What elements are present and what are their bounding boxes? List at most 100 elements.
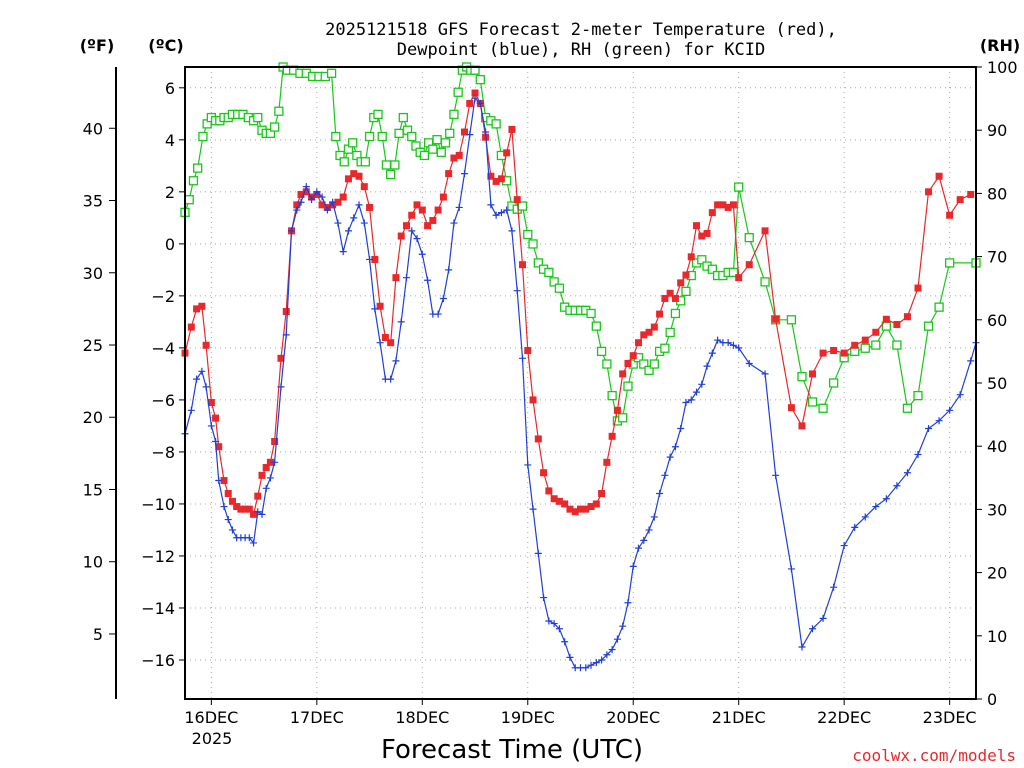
temperature-marker: [376, 302, 384, 310]
dewpoint-marker: [344, 227, 352, 235]
dewpoint-marker: [297, 198, 305, 206]
temperature-marker: [439, 193, 447, 201]
temperature-marker: [371, 255, 379, 263]
celsius-tick-label: −4: [151, 339, 175, 358]
dewpoint-marker: [608, 646, 616, 654]
temperature-marker: [187, 323, 195, 331]
dewpoint-marker: [677, 425, 685, 433]
celsius-tick-label: −8: [151, 443, 175, 462]
time-tick-label: 16DEC: [184, 708, 238, 727]
temperature-marker: [293, 201, 301, 209]
rh-marker: [523, 229, 533, 240]
dewpoint-marker: [308, 196, 316, 204]
celsius-axis: 6 4 2 0 −2 −4 −6 −8 −10 −12 −14 −16: [141, 79, 185, 670]
celsius-tick-label: −10: [141, 495, 175, 514]
dewpoint-marker: [513, 287, 521, 295]
temperature-marker: [872, 328, 880, 336]
dewpoint-marker: [708, 349, 716, 357]
dewpoint-marker: [666, 453, 674, 461]
temperature-marker: [703, 229, 711, 237]
rh-marker: [475, 74, 485, 85]
dewpoint-marker: [714, 336, 722, 344]
dewpoint-marker: [215, 477, 223, 485]
dewpoint-marker: [592, 659, 600, 667]
rh-series: [180, 62, 981, 426]
rh-marker: [528, 239, 538, 249]
dewpoint-marker: [582, 664, 590, 672]
dewpoint-marker: [603, 651, 611, 659]
temperature-marker: [666, 289, 674, 297]
rh-marker: [871, 340, 881, 350]
rh-marker: [386, 169, 396, 180]
dewpoint-marker: [724, 339, 732, 347]
dewpoint-marker: [566, 653, 574, 661]
dewpoint-marker: [819, 614, 827, 622]
series-group: [180, 62, 981, 672]
temperature-marker: [434, 206, 442, 214]
temperature-marker: [524, 346, 532, 354]
temperature-marker: [914, 284, 922, 292]
temperature-marker: [215, 443, 223, 451]
rh-tick-label: 90: [987, 121, 1007, 140]
dewpoint-marker: [656, 490, 664, 498]
dewpoint-marker: [661, 471, 669, 479]
temperature-marker: [840, 349, 848, 357]
temperature-marker: [798, 422, 806, 430]
dewpoint-marker: [635, 544, 643, 552]
temperature-marker: [198, 302, 206, 310]
rh-marker: [902, 403, 913, 413]
dewpoint-marker: [366, 255, 374, 263]
dewpoint-marker: [550, 620, 558, 628]
grid-lines: [185, 67, 976, 699]
rh-marker: [407, 131, 417, 142]
dewpoint-marker: [555, 625, 563, 633]
x-axis-title: Forecast Time (UTC): [381, 735, 643, 765]
dewpoint-marker: [198, 367, 206, 375]
fahrenheit-tick-label: 25: [83, 336, 103, 355]
temperature-marker: [809, 370, 817, 378]
temperature-marker: [508, 125, 516, 133]
temperature-marker: [693, 222, 701, 230]
temperature-marker: [550, 495, 558, 503]
time-tick-label: 19DEC: [501, 708, 555, 727]
temperature-marker: [318, 201, 326, 209]
rh-tick-label: 30: [987, 500, 1007, 519]
temperature-marker: [282, 307, 290, 315]
celsius-tick-label: 2: [165, 183, 175, 202]
temperature-marker: [529, 396, 537, 404]
rh-tick-label: 50: [987, 374, 1007, 393]
temperature-marker: [408, 211, 416, 219]
fahrenheit-tick-label: 10: [83, 553, 103, 572]
dewpoint-marker: [334, 219, 342, 227]
dewpoint-marker: [629, 562, 637, 570]
rh-marker: [491, 119, 501, 129]
rh-marker: [697, 255, 707, 265]
dewpoint-marker: [935, 417, 943, 425]
temperature-marker: [366, 203, 374, 211]
rh-marker: [377, 131, 387, 142]
fahrenheit-tick-label: 15: [83, 480, 103, 499]
temperature-marker: [350, 170, 358, 178]
temperature-marker: [233, 503, 241, 511]
rh-marker: [253, 112, 263, 123]
temperature-marker: [650, 323, 658, 331]
temperature-marker: [903, 313, 911, 321]
temperature-marker: [603, 458, 611, 466]
dewpoint-marker: [313, 188, 321, 196]
dewpoint-marker: [207, 422, 215, 430]
temperature-marker: [424, 222, 432, 230]
temperature-marker: [582, 505, 590, 513]
dewpoint-marker: [476, 99, 484, 107]
dewpoint-marker: [466, 131, 474, 139]
dewpoint-marker: [534, 549, 542, 557]
rh-marker: [807, 397, 818, 407]
rh-marker: [892, 340, 902, 350]
temperature-marker: [635, 339, 643, 347]
rh-marker: [786, 315, 797, 325]
temperature-marker: [355, 172, 363, 180]
dewpoint-marker: [460, 170, 468, 178]
temperature-marker: [334, 198, 342, 206]
celsius-tick-label: −12: [141, 547, 175, 566]
dewpoint-marker: [703, 362, 711, 370]
